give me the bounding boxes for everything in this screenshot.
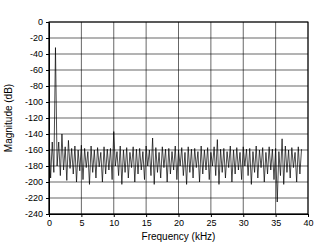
y-tick-label: -60 [30, 65, 43, 75]
y-tick: -80 [30, 81, 49, 91]
y-axis: 0 -20 -40 -60 -80 -100 -120 -140 -160 -180 -200 -22… [25, 17, 50, 219]
x-axis-title: Frequency (kHz) [142, 231, 216, 242]
y-tick-label: -220 [25, 193, 43, 203]
x-tick: 10 [109, 214, 119, 228]
y-tick-label: 0 [38, 17, 43, 27]
grid-line-y [49, 38, 308, 39]
y-tick-label: -80 [30, 81, 43, 91]
x-tick: 30 [239, 214, 249, 228]
y-tick: 0 [38, 17, 49, 27]
y-tick: -240 [25, 209, 49, 219]
y-tick-label: -180 [25, 161, 43, 171]
x-tick-label: 20 [174, 218, 184, 228]
y-axis-title: Magnitude (dB) [3, 84, 14, 152]
y-tick: -40 [30, 49, 49, 59]
y-tick-label: -20 [30, 33, 43, 43]
y-tick: -160 [25, 145, 49, 155]
grid-line-y [49, 182, 308, 183]
y-tick: -120 [25, 113, 49, 123]
x-tick-label: 35 [271, 218, 281, 228]
grid-line-y [49, 166, 308, 167]
x-tick: 5 [79, 214, 84, 228]
x-tick-label: 5 [79, 218, 84, 228]
x-tick-label: 15 [142, 218, 152, 228]
chart: 0 5 10 15 20 25 30 35 40 0 -20 -40 -60 -80 -100 -120 -14… [0, 0, 324, 243]
x-tick: 0 [47, 214, 52, 228]
y-tick-label: -240 [25, 209, 43, 219]
x-tick: 40 [303, 214, 313, 228]
x-axis: 0 5 10 15 20 25 30 35 40 [47, 214, 314, 228]
grid-line-y [49, 86, 308, 87]
grid-line-y [49, 198, 308, 199]
y-tick: -200 [25, 177, 49, 187]
y-tick-label: -40 [30, 49, 43, 59]
plot: 0 5 10 15 20 25 30 35 40 0 -20 -40 -60 -80 -100 -120 -14… [25, 17, 314, 228]
y-tick-label: -160 [25, 145, 43, 155]
grid-line-y [49, 102, 308, 103]
y-tick-label: -200 [25, 177, 43, 187]
y-tick: -220 [25, 193, 49, 203]
series [49, 48, 302, 202]
x-tick: 15 [142, 214, 152, 228]
y-tick-label: -120 [25, 113, 43, 123]
x-tick: 20 [174, 214, 184, 228]
grid-line-y [49, 54, 308, 55]
x-tick-label: 25 [206, 218, 216, 228]
spectrum-line [49, 48, 302, 202]
x-tick: 25 [206, 214, 216, 228]
x-tick-label: 30 [239, 218, 249, 228]
y-tick-label: -100 [25, 97, 43, 107]
y-tick: -180 [25, 161, 49, 171]
grid-line-y [49, 118, 308, 119]
y-tick: -20 [30, 33, 49, 43]
x-tick-label: 0 [47, 218, 52, 228]
grid-line-y [49, 134, 308, 135]
grid-line-y [49, 70, 308, 71]
x-tick-label: 40 [303, 218, 313, 228]
y-tick-label: -140 [25, 129, 43, 139]
plot-frame [49, 22, 308, 214]
x-tick: 35 [271, 214, 281, 228]
y-tick: -100 [25, 97, 49, 107]
grid [49, 22, 308, 214]
x-tick-label: 10 [109, 218, 119, 228]
y-tick: -60 [30, 65, 49, 75]
y-tick: -140 [25, 129, 49, 139]
